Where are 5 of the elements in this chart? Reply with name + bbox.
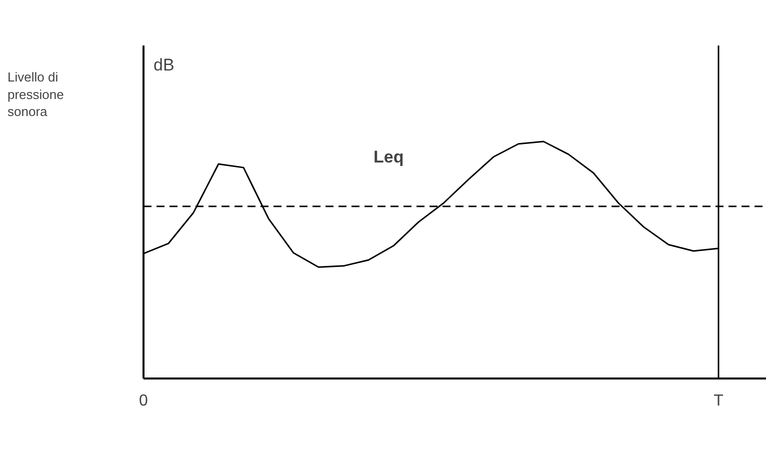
text: Livello di pressione sonora [8,70,64,119]
x-tick-label: 0 [139,392,148,410]
x-tick-label: T [714,392,724,410]
ref-line-label: Leq [374,147,404,166]
text: dB [154,56,174,74]
